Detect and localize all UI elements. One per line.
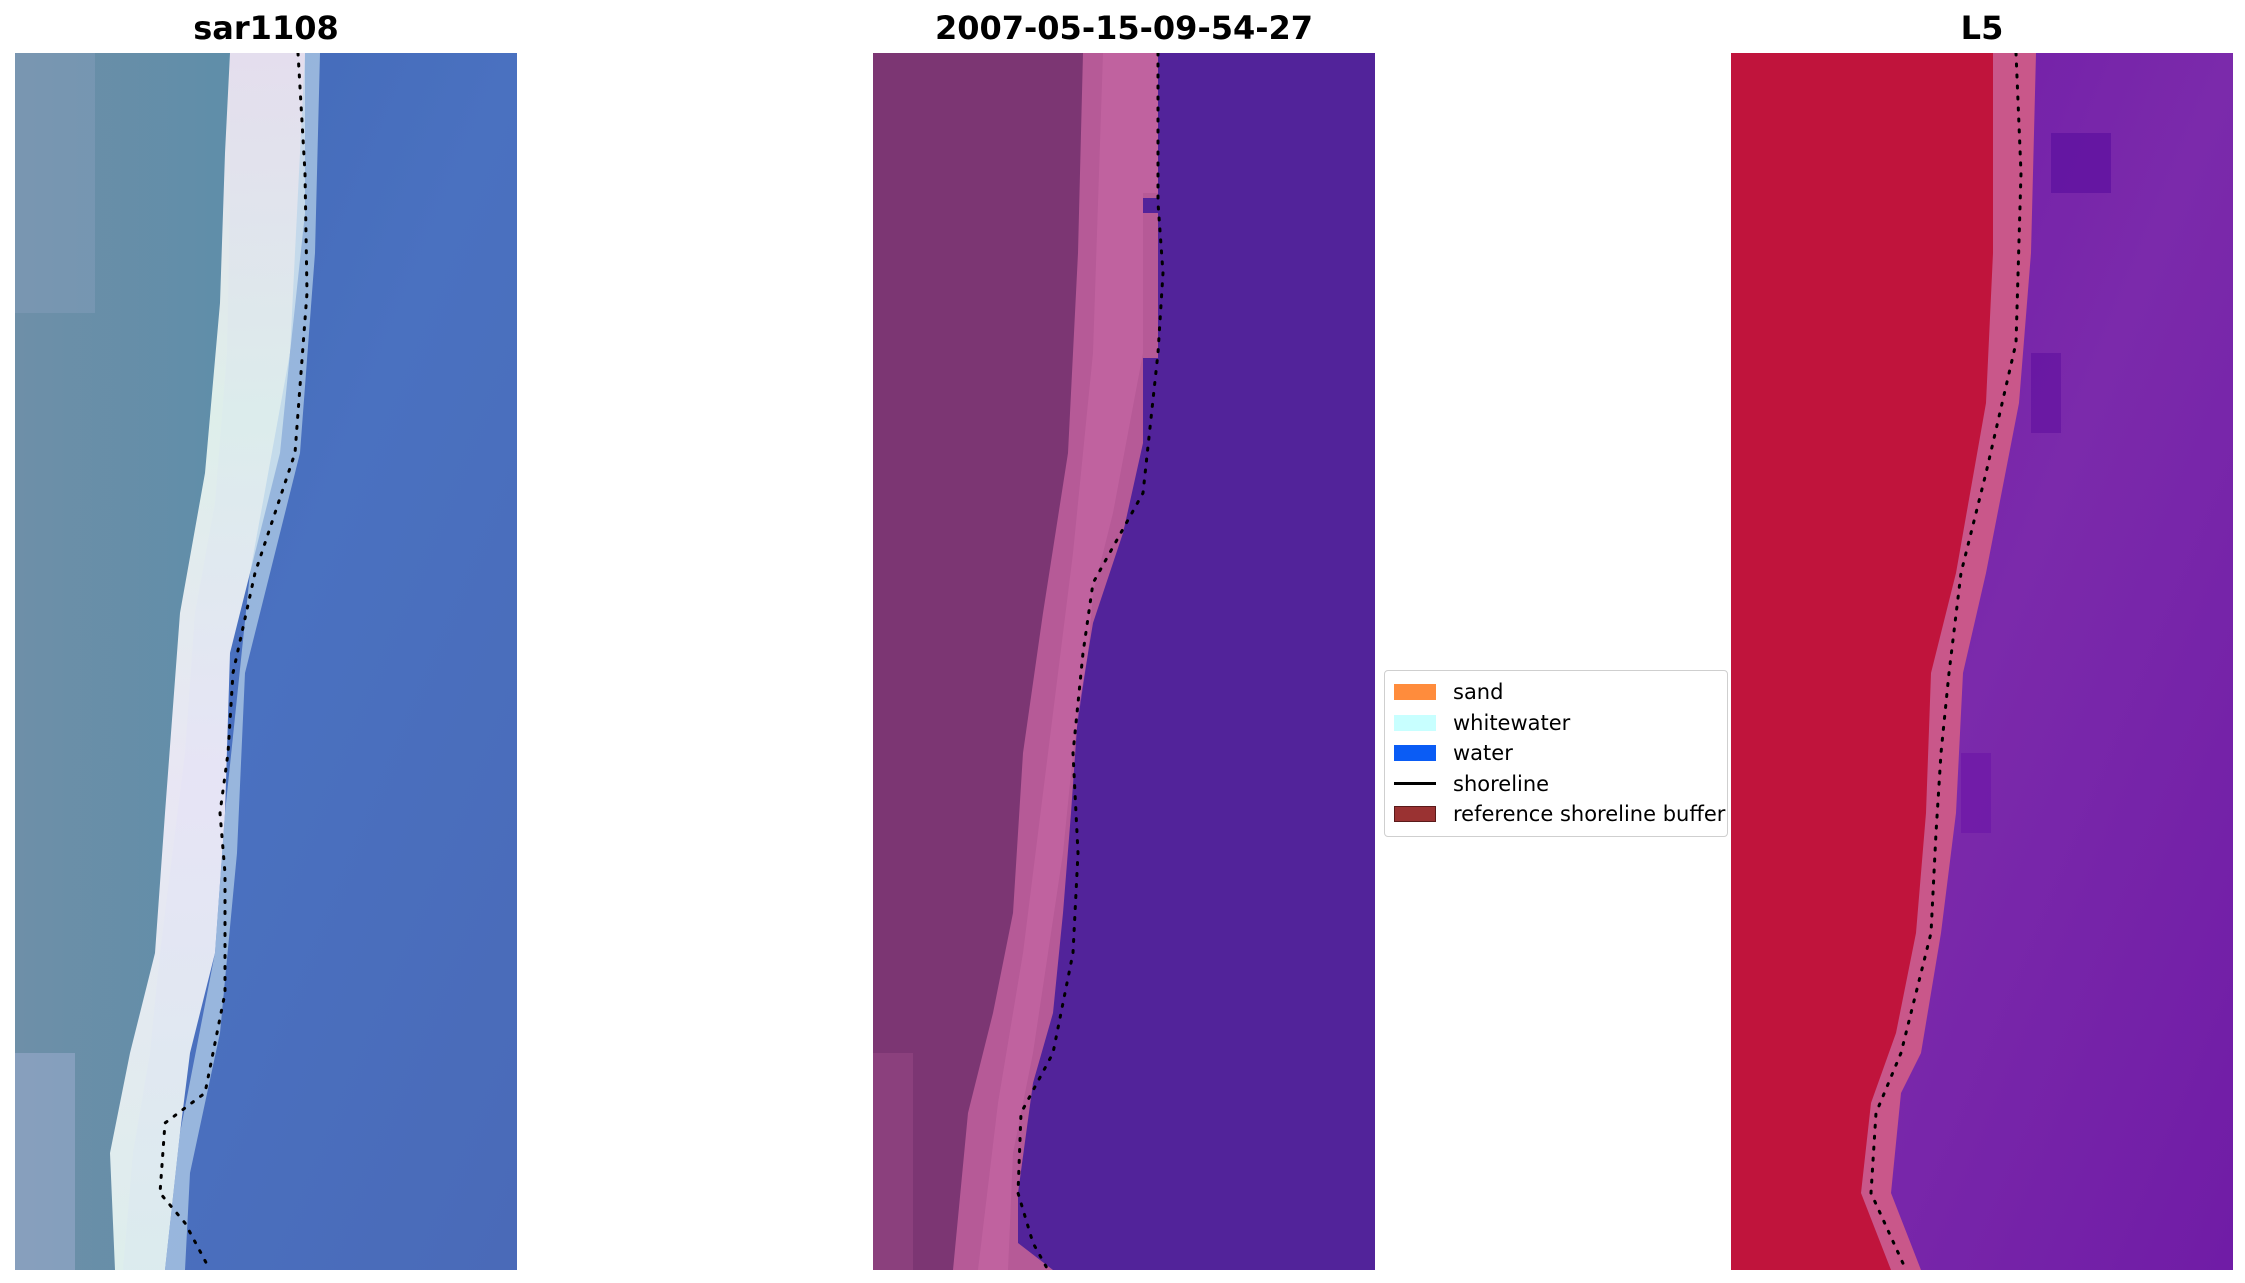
panel-title-index: L5 (1960, 9, 2004, 47)
legend: sand whitewater water shoreline referenc… (1384, 670, 1728, 837)
legend-swatch-water (1394, 745, 1436, 762)
legend-item-reference-shoreline-buffer: reference shoreline buffer (1385, 799, 1727, 830)
legend-label: reference shoreline buffer (1453, 802, 1726, 827)
legend-label: water (1453, 741, 1513, 766)
classification-image-panel (873, 53, 1375, 1270)
legend-item-whitewater: whitewater (1385, 708, 1727, 739)
legend-label: sand (1453, 680, 1504, 705)
legend-item-sand: sand (1385, 677, 1727, 708)
legend-label: shoreline (1453, 771, 1550, 796)
panel-title-classification: 2007-05-15-09-54-27 (934, 9, 1314, 47)
shoreline-dots (1016, 53, 1165, 1270)
legend-swatch-sand (1394, 684, 1436, 701)
legend-swatch-buffer (1394, 806, 1436, 823)
shoreline-dots (1869, 53, 2023, 1270)
index-image-panel (1731, 53, 2233, 1270)
legend-item-shoreline: shoreline (1385, 769, 1727, 800)
panel-title-rgb: sar1108 (193, 9, 339, 47)
classification-image (873, 53, 1375, 1270)
index-image (1731, 53, 2233, 1270)
legend-label: whitewater (1453, 710, 1571, 735)
shoreline-dots (158, 53, 309, 1270)
legend-swatch-whitewater (1394, 714, 1436, 731)
legend-line-shoreline (1394, 782, 1436, 786)
legend-item-water: water (1385, 738, 1727, 769)
rgb-image-panel (15, 53, 517, 1270)
rgb-image (15, 53, 517, 1270)
